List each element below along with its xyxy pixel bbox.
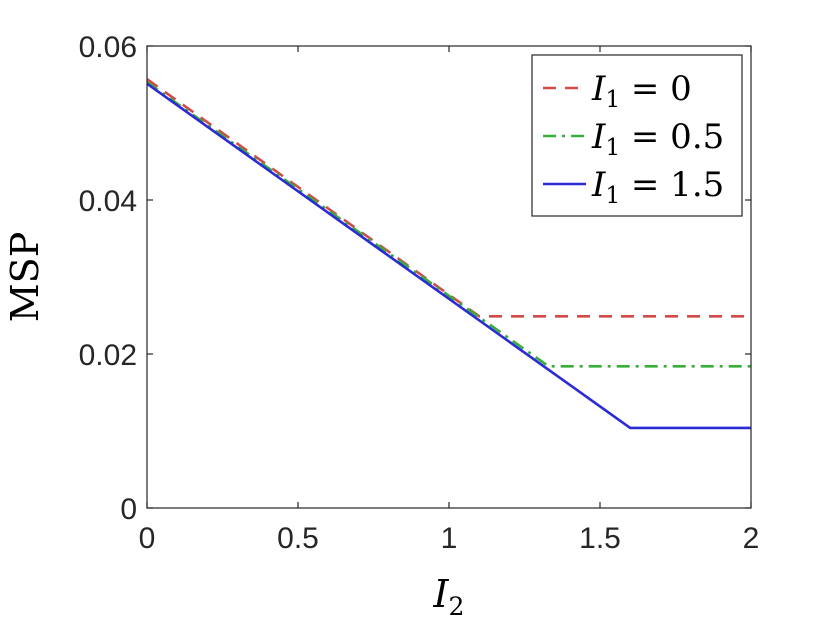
legend: I1 = 0I1 = 0.5I1 = 1.5 [531, 54, 743, 217]
y-axis-label: MSP [3, 232, 47, 323]
legend-label-0: I1 = 0 [591, 69, 692, 113]
x-tick-labels: 0 0.5 1 1.5 2 [139, 522, 760, 555]
x-tick-label: 1.5 [579, 522, 621, 555]
series-line-1 [146, 81, 751, 368]
x-axis-label: I2 [433, 572, 465, 621]
x-tick-label: 2 [743, 522, 760, 555]
y-tick-labels: 0 0.02 0.04 0.06 [79, 31, 137, 526]
legend-label-2: I1 = 1.5 [591, 165, 724, 209]
x-tick-label: 0 [139, 522, 156, 555]
axes-layer [146, 45, 752, 509]
y-tick-label: 0.02 [79, 339, 137, 372]
series-layer [146, 78, 751, 430]
y-tick-label: 0.04 [79, 185, 137, 218]
series-line-0 [146, 78, 751, 318]
x-tick-label: 1 [441, 522, 458, 555]
legend-box [531, 54, 743, 217]
legend-label-1: I1 = 0.5 [591, 117, 724, 161]
y-tick-label: 0 [120, 493, 137, 526]
x-tick-label: 0.5 [277, 522, 319, 555]
series-line-2 [146, 82, 751, 430]
y-tick-label: 0.06 [79, 31, 137, 64]
